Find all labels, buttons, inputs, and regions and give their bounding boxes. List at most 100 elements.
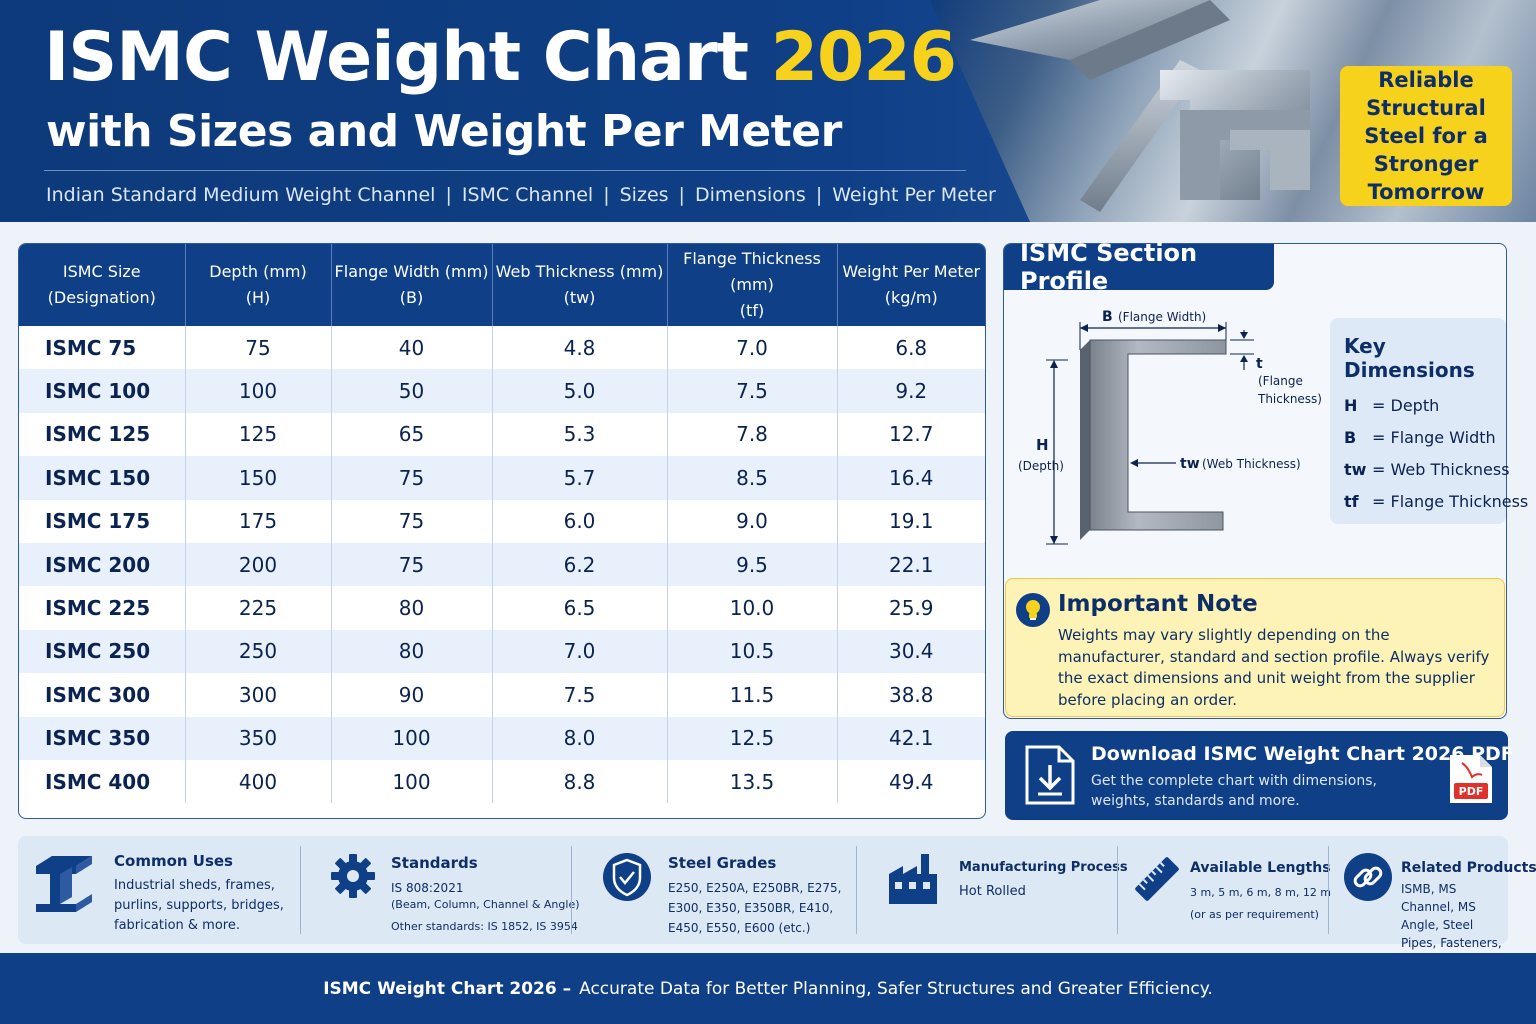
table-cell: 19.1 <box>888 509 934 534</box>
divider <box>571 846 572 934</box>
col-header-flange-thickness: Flange Thickness (mm) (tf) <box>667 244 838 326</box>
pdf-file-icon: PDF <box>1450 755 1492 803</box>
subtitle-item: Dimensions <box>694 184 806 206</box>
subtitle-separator: | <box>603 184 610 206</box>
key-row: H = Depth <box>1344 396 1440 415</box>
label-b-text: (Flange Width) <box>1118 310 1206 324</box>
main-title: ISMC Weight Chart 2026 <box>44 18 957 97</box>
table-cell: 65 <box>331 412 493 457</box>
note-title: Important Note <box>1058 591 1258 617</box>
table-cell: 150 <box>185 456 332 500</box>
table-cell: 300 <box>185 673 332 717</box>
related-products-title: Related Products <box>1401 860 1536 876</box>
table-row: ISMC 250 250 80 7.0 10.5 30.4 <box>19 629 985 674</box>
size-designation-cell: ISMC 350 <box>19 716 186 760</box>
col-header-size: ISMC Size (Designation) <box>19 244 186 326</box>
size-designation-cell: ISMC 100 <box>19 369 186 413</box>
key-dimensions-title: Key Dimensions <box>1344 334 1475 382</box>
lightbulb-icon <box>1016 593 1050 627</box>
table-cell: 5.3 <box>492 412 668 457</box>
table-cell: 200 <box>185 542 332 587</box>
table-cell: 7.5 <box>667 369 838 413</box>
manufacturing-title: Manufacturing Process <box>959 860 1128 875</box>
standards-title: Standards <box>391 854 478 872</box>
info-related-products: Related Products ISMB, MS Channel, MS An… <box>1329 836 1536 968</box>
subtitle-separator: | <box>445 184 452 206</box>
download-title: Download ISMC Weight Chart 2026 PDF <box>1091 743 1514 765</box>
common-uses-body: Industrial sheds, frames, purlins, suppo… <box>114 878 284 933</box>
info-available-lengths: Available Lengths 3 m, 5 m, 6 m, 8 m, 12… <box>1118 836 1332 944</box>
size-designation-cell: ISMC 250 <box>19 629 186 674</box>
table-cell: 100 <box>331 759 493 804</box>
subtitle-keywords: Indian Standard Medium Weight Channel | IS… <box>46 184 996 206</box>
table-cell: 5.0 <box>492 369 668 413</box>
subtitle-separator: | <box>678 184 685 206</box>
subtitle-separator: | <box>815 184 823 206</box>
label-tw-symbol: tw <box>1180 456 1200 472</box>
table-row: ISMC 200 200 75 6.2 9.5 22.1 <box>19 542 985 587</box>
table-cell: 6.5 <box>492 586 668 630</box>
important-note: Important Note Weights may vary slightly… <box>1005 578 1505 717</box>
size-designation-cell: ISMC 125 <box>19 412 186 457</box>
table-cell: 80 <box>331 586 493 630</box>
table-cell: 13.5 <box>667 759 838 804</box>
col-header-depth: Depth (mm) (H) <box>185 244 332 326</box>
table-row: ISMC 350 350 100 8.0 12.5 42.1 <box>19 716 985 760</box>
table-cell: 4.8 <box>492 326 668 370</box>
available-lengths-line-1: 3 m, 5 m, 6 m, 8 m, 12 m <box>1190 886 1332 899</box>
key-dimensions-box: Key Dimensions H = Depth B = Flange Width … <box>1330 318 1528 524</box>
table-row: ISMC 225 225 80 6.5 10.0 25.9 <box>19 586 985 630</box>
ruler-icon <box>1135 857 1179 901</box>
size-designation-cell: ISMC 300 <box>19 673 186 717</box>
main-title-year: 2026 <box>770 18 957 97</box>
header-banner: ISMC Weight Chart 2026 with Sizes and We… <box>0 0 1536 222</box>
table-cell: 6.8 <box>895 335 928 360</box>
table-cell: 8.5 <box>667 456 838 500</box>
footer-text-bold: ISMC Weight Chart 2026 – <box>323 978 572 999</box>
table-cell: 175 <box>185 499 332 543</box>
pdf-label: PDF <box>1459 785 1484 798</box>
weight-table-panel: ISMC Size (Designation) Depth (mm) (H) Fla… <box>18 243 986 819</box>
table-header-row: ISMC Size (Designation) Depth (mm) (H) Fla… <box>19 244 985 326</box>
table-cell: 7.8 <box>667 412 838 457</box>
table-cell: 6.0 <box>492 499 668 543</box>
size-designation-cell: ISMC 225 <box>19 586 186 630</box>
table-body: ISMC 75 75 40 4.8 7.0 6.8 ISMC 100 100 50 5.0 7.5 9… <box>19 326 985 804</box>
table-cell: 50 <box>331 369 493 413</box>
shield-check-icon <box>603 853 651 901</box>
table-cell: 5.7 <box>492 456 668 500</box>
download-description: Get the complete chart with dimensions, … <box>1091 773 1377 809</box>
table-row: ISMC 125 125 65 5.3 7.8 12.7 <box>19 412 985 457</box>
download-pdf-button[interactable]: Download ISMC Weight Chart 2026 PDF Get … <box>1005 731 1514 820</box>
label-t-symbol: t <box>1256 356 1263 372</box>
available-lengths-title: Available Lengths <box>1190 860 1331 876</box>
available-lengths-line-2: (or as per requirement) <box>1190 908 1319 921</box>
table-row: ISMC 100 100 50 5.0 7.5 9.2 <box>19 369 985 413</box>
standards-line-1: IS 808:2021 <box>391 881 464 895</box>
table-cell: 225 <box>185 586 332 630</box>
gear-icon <box>331 854 375 898</box>
table-row: ISMC 400 400 100 8.8 13.5 49.4 <box>19 759 985 804</box>
table-cell: 80 <box>331 629 493 674</box>
size-designation-cell: ISMC 150 <box>19 456 186 500</box>
table-cell: 6.2 <box>492 542 668 587</box>
standards-line-3: Other standards: IS 1852, IS 3954 <box>391 920 578 933</box>
key-row: tw = Web Thickness <box>1344 460 1510 479</box>
note-body: Weights may vary slightly depending on t… <box>1058 626 1490 709</box>
label-tw-text: (Web Thickness) <box>1202 457 1301 471</box>
factory-icon <box>889 854 937 904</box>
info-steel-grades: Steel Grades E250, E250A, E250BR, E275, … <box>572 836 856 944</box>
size-designation-cell: ISMC 175 <box>19 499 186 543</box>
subtitle-item: Indian Standard Medium Weight Channel <box>46 184 436 206</box>
table-cell: 16.4 <box>837 456 985 500</box>
subtitle-heading: with Sizes and Weight Per Meter <box>46 106 842 157</box>
info-standards: Standards IS 808:2021 (Beam, Column, Cha… <box>301 836 580 944</box>
divider <box>856 846 857 934</box>
channel-section-diagram: B (Flange Width) t (Flange Thickness) H … <box>1018 309 1322 545</box>
table-cell: 75 <box>331 499 493 543</box>
manufacturing-body: Hot Rolled <box>959 884 1026 899</box>
table-row: ISMC 300 300 90 7.5 11.5 38.8 <box>19 673 985 717</box>
table-cell: 8.0 <box>492 716 668 760</box>
table-cell: 9.5 <box>667 542 838 587</box>
divider <box>300 846 301 934</box>
